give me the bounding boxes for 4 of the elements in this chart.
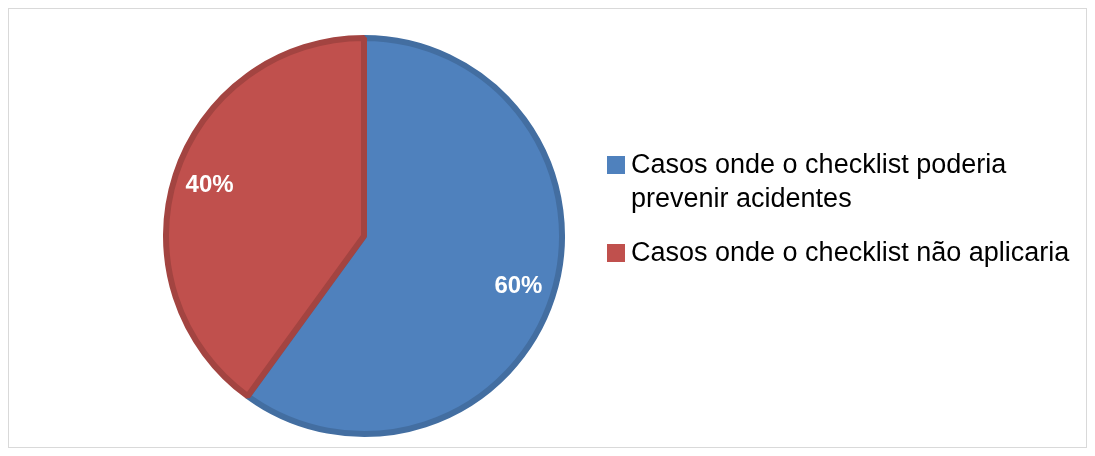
data-label: 60% — [494, 270, 543, 298]
legend-label: Casos onde o checklist não aplicaria — [631, 236, 1070, 269]
legend-label: Casos onde o checklist poderia prevenir acidentes — [631, 148, 1008, 215]
data-label: 40% — [185, 170, 234, 198]
